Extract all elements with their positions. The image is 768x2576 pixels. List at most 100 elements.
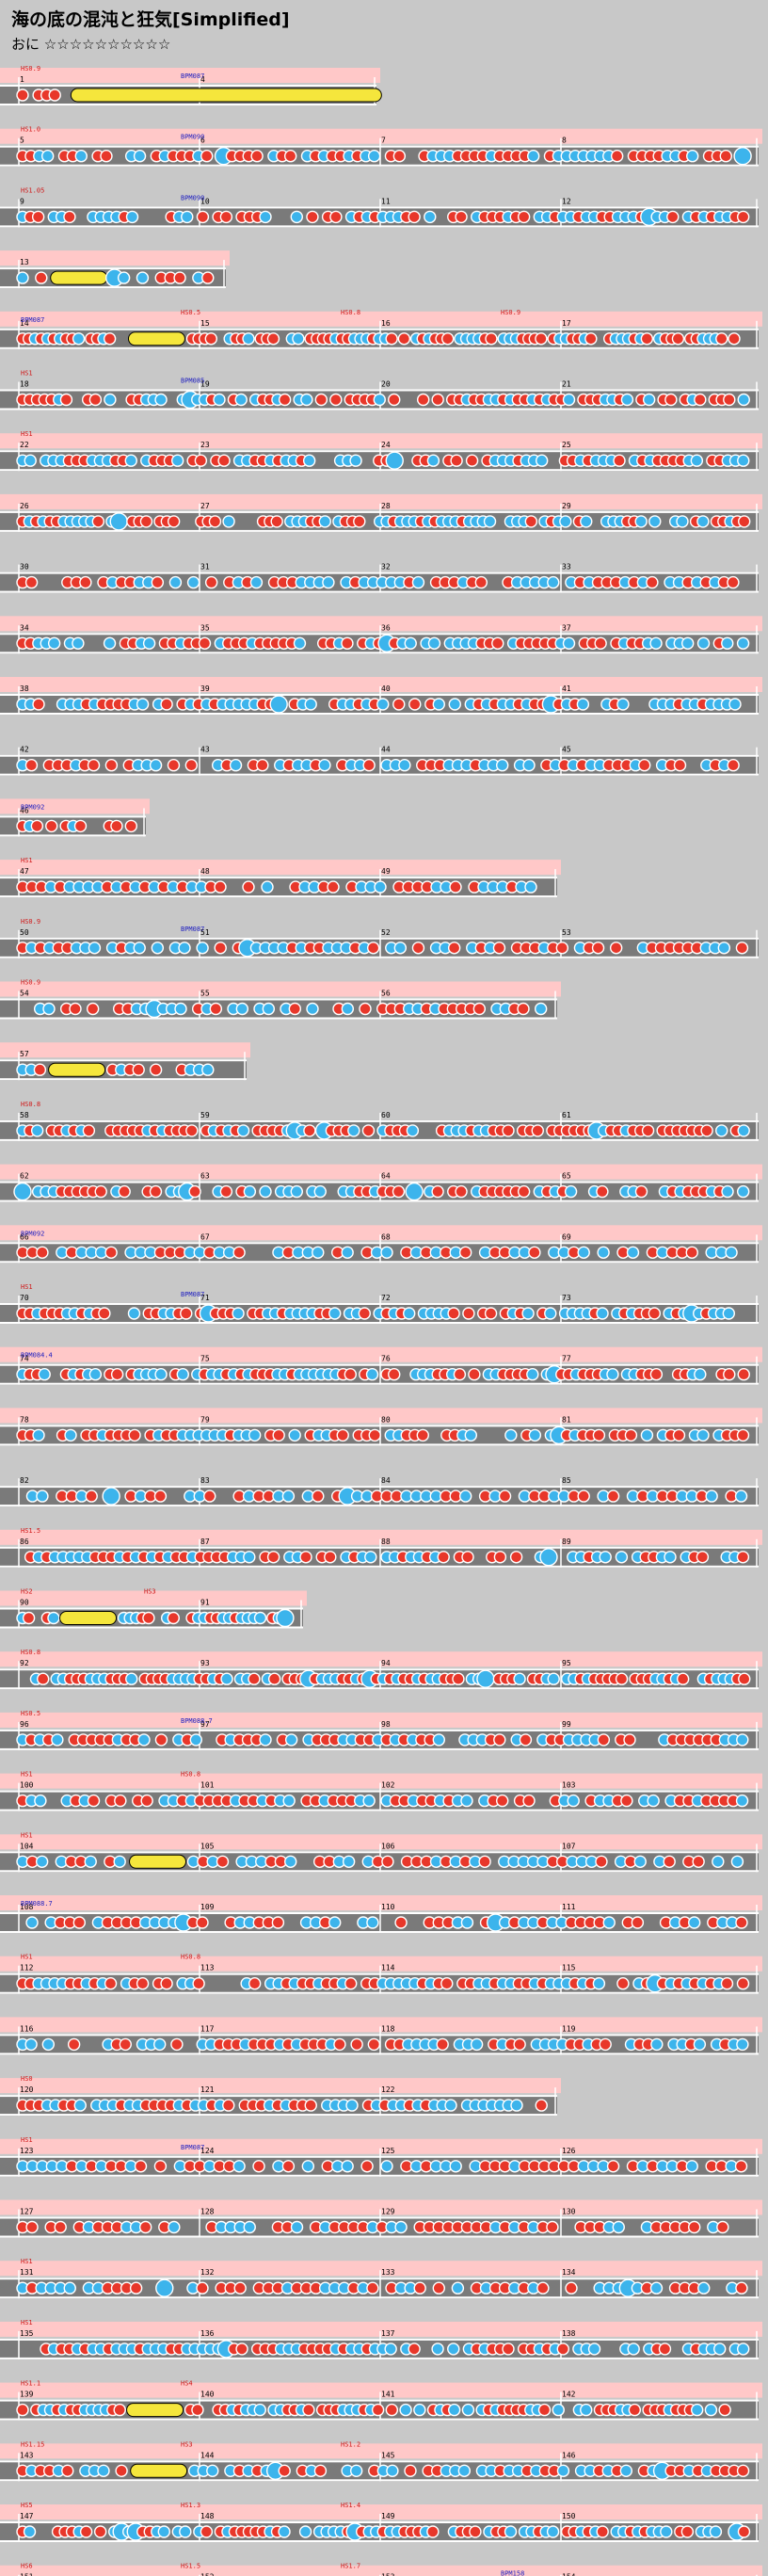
scroll-marker: HS1 xyxy=(21,857,33,864)
ka-note xyxy=(133,942,146,955)
scroll-marker: HS0 xyxy=(21,2075,33,2083)
scroll-marker: HS6 xyxy=(21,2563,33,2570)
ka-note xyxy=(404,636,417,650)
don-note xyxy=(63,210,76,224)
don-note xyxy=(536,2281,550,2294)
roll-note xyxy=(48,1062,106,1077)
measure-number: 149 xyxy=(381,2512,395,2520)
don-note xyxy=(535,2099,548,2112)
measure-number: 16 xyxy=(381,319,391,328)
lane-edge xyxy=(0,2296,759,2299)
scroll-marker: HS0.5 xyxy=(21,1710,40,1717)
ka-note xyxy=(259,210,272,224)
chart-row: 139 140 141 142 HS1.1 HS4 xyxy=(0,2380,762,2421)
lane-edge xyxy=(0,2278,759,2280)
lane-edge xyxy=(0,85,376,87)
ka-note xyxy=(298,2525,312,2538)
don-note xyxy=(715,332,728,346)
don-note xyxy=(727,759,740,772)
ka-note xyxy=(690,2403,704,2417)
measure-number: 94 xyxy=(381,1659,391,1667)
lane-edge xyxy=(0,1363,759,1366)
don-note xyxy=(431,393,444,407)
don-note xyxy=(522,1794,536,1808)
ka-note xyxy=(620,393,634,407)
ka-note xyxy=(362,1794,376,1808)
lane-edge xyxy=(0,1199,759,1202)
measure-number: 65 xyxy=(562,1172,571,1181)
don-note xyxy=(649,1367,664,1381)
don-note xyxy=(302,2403,315,2417)
don-note xyxy=(599,2037,612,2052)
chart-header: 海の底の混沌と狂気[Simplified] おに ☆☆☆☆☆☆☆☆☆☆ xyxy=(0,0,768,58)
chart-row: 34 35 36 37 xyxy=(0,616,762,654)
don-note xyxy=(426,2525,440,2538)
lane-edge xyxy=(0,2216,759,2219)
measure-number: 137 xyxy=(381,2329,395,2338)
measure-number: 22 xyxy=(20,441,29,449)
don-note xyxy=(149,1184,163,1199)
lane-edge xyxy=(0,895,557,898)
chart-row: 54 55 56 HS0.9 xyxy=(0,979,561,1020)
measure-number: 49 xyxy=(381,867,391,876)
measure-number: 118 xyxy=(381,2024,395,2033)
don-note xyxy=(628,2403,642,2417)
don-note xyxy=(738,1672,751,1685)
don-note xyxy=(735,1916,748,1929)
don-note xyxy=(417,393,430,407)
ka-note xyxy=(725,1246,738,1260)
ka-note xyxy=(385,451,404,470)
don-note xyxy=(723,393,736,407)
don-note xyxy=(394,1916,408,1929)
measure-number: 72 xyxy=(381,1294,391,1302)
measure-number: 98 xyxy=(381,1720,391,1729)
chart-row: 147 148 149 150 HS5 HS1.3 HS1.4 xyxy=(0,2502,762,2542)
ka-note xyxy=(612,2220,625,2234)
ka-note xyxy=(40,149,55,163)
don-note xyxy=(266,1551,280,1564)
don-note xyxy=(461,1551,474,1564)
don-note xyxy=(94,1184,107,1199)
don-note xyxy=(103,332,117,346)
don-note xyxy=(664,393,678,407)
don-note xyxy=(185,1124,199,1137)
bpm-marker: BPM088.7 xyxy=(181,1717,213,1725)
measure-number: 139 xyxy=(20,2391,34,2399)
ka-note xyxy=(253,2403,266,2417)
lane-edge xyxy=(0,2235,759,2238)
ka-note xyxy=(367,149,381,163)
ka-note xyxy=(220,1672,233,1685)
don-note xyxy=(404,2464,417,2478)
don-note xyxy=(209,1002,223,1016)
measure-number: 124 xyxy=(200,2147,215,2155)
ka-note xyxy=(513,1672,526,1685)
chart-row: 143 144 145 146 HS1.15 HS3 HS1.2 xyxy=(0,2440,762,2482)
don-note xyxy=(160,698,173,711)
measure-number: 68 xyxy=(381,1232,391,1241)
measure-number: 46 xyxy=(20,806,29,814)
measure-number: 66 xyxy=(20,1232,29,1241)
don-note xyxy=(565,2281,578,2294)
lane-edge xyxy=(0,590,759,593)
don-note xyxy=(250,149,264,163)
measure-number: 88 xyxy=(381,1538,391,1546)
don-note xyxy=(528,1246,541,1260)
chart-row: 86 87 88 89 HS1.5 xyxy=(0,1527,762,1568)
ka-note xyxy=(680,636,695,650)
ka-note xyxy=(547,575,560,589)
ka-note xyxy=(705,1489,718,1503)
measure-number: 21 xyxy=(562,380,571,389)
gogo-band xyxy=(0,1773,762,1789)
lane-edge xyxy=(0,2399,759,2402)
don-note xyxy=(22,1611,36,1625)
don-note xyxy=(79,2525,93,2538)
measure-number: 128 xyxy=(200,2208,215,2216)
don-note xyxy=(736,1428,750,1442)
chart-row: 1 4 HS0.9 BPM087 xyxy=(0,65,382,105)
measure-number: 135 xyxy=(20,2329,34,2338)
chart-row: 82 83 84 85 xyxy=(0,1476,759,1507)
scroll-marker: HS1 xyxy=(21,370,33,378)
ka-note xyxy=(602,1916,616,1929)
chart-row: 131 132 133 134 HS1 xyxy=(0,2258,762,2299)
ka-note xyxy=(284,1733,298,1747)
